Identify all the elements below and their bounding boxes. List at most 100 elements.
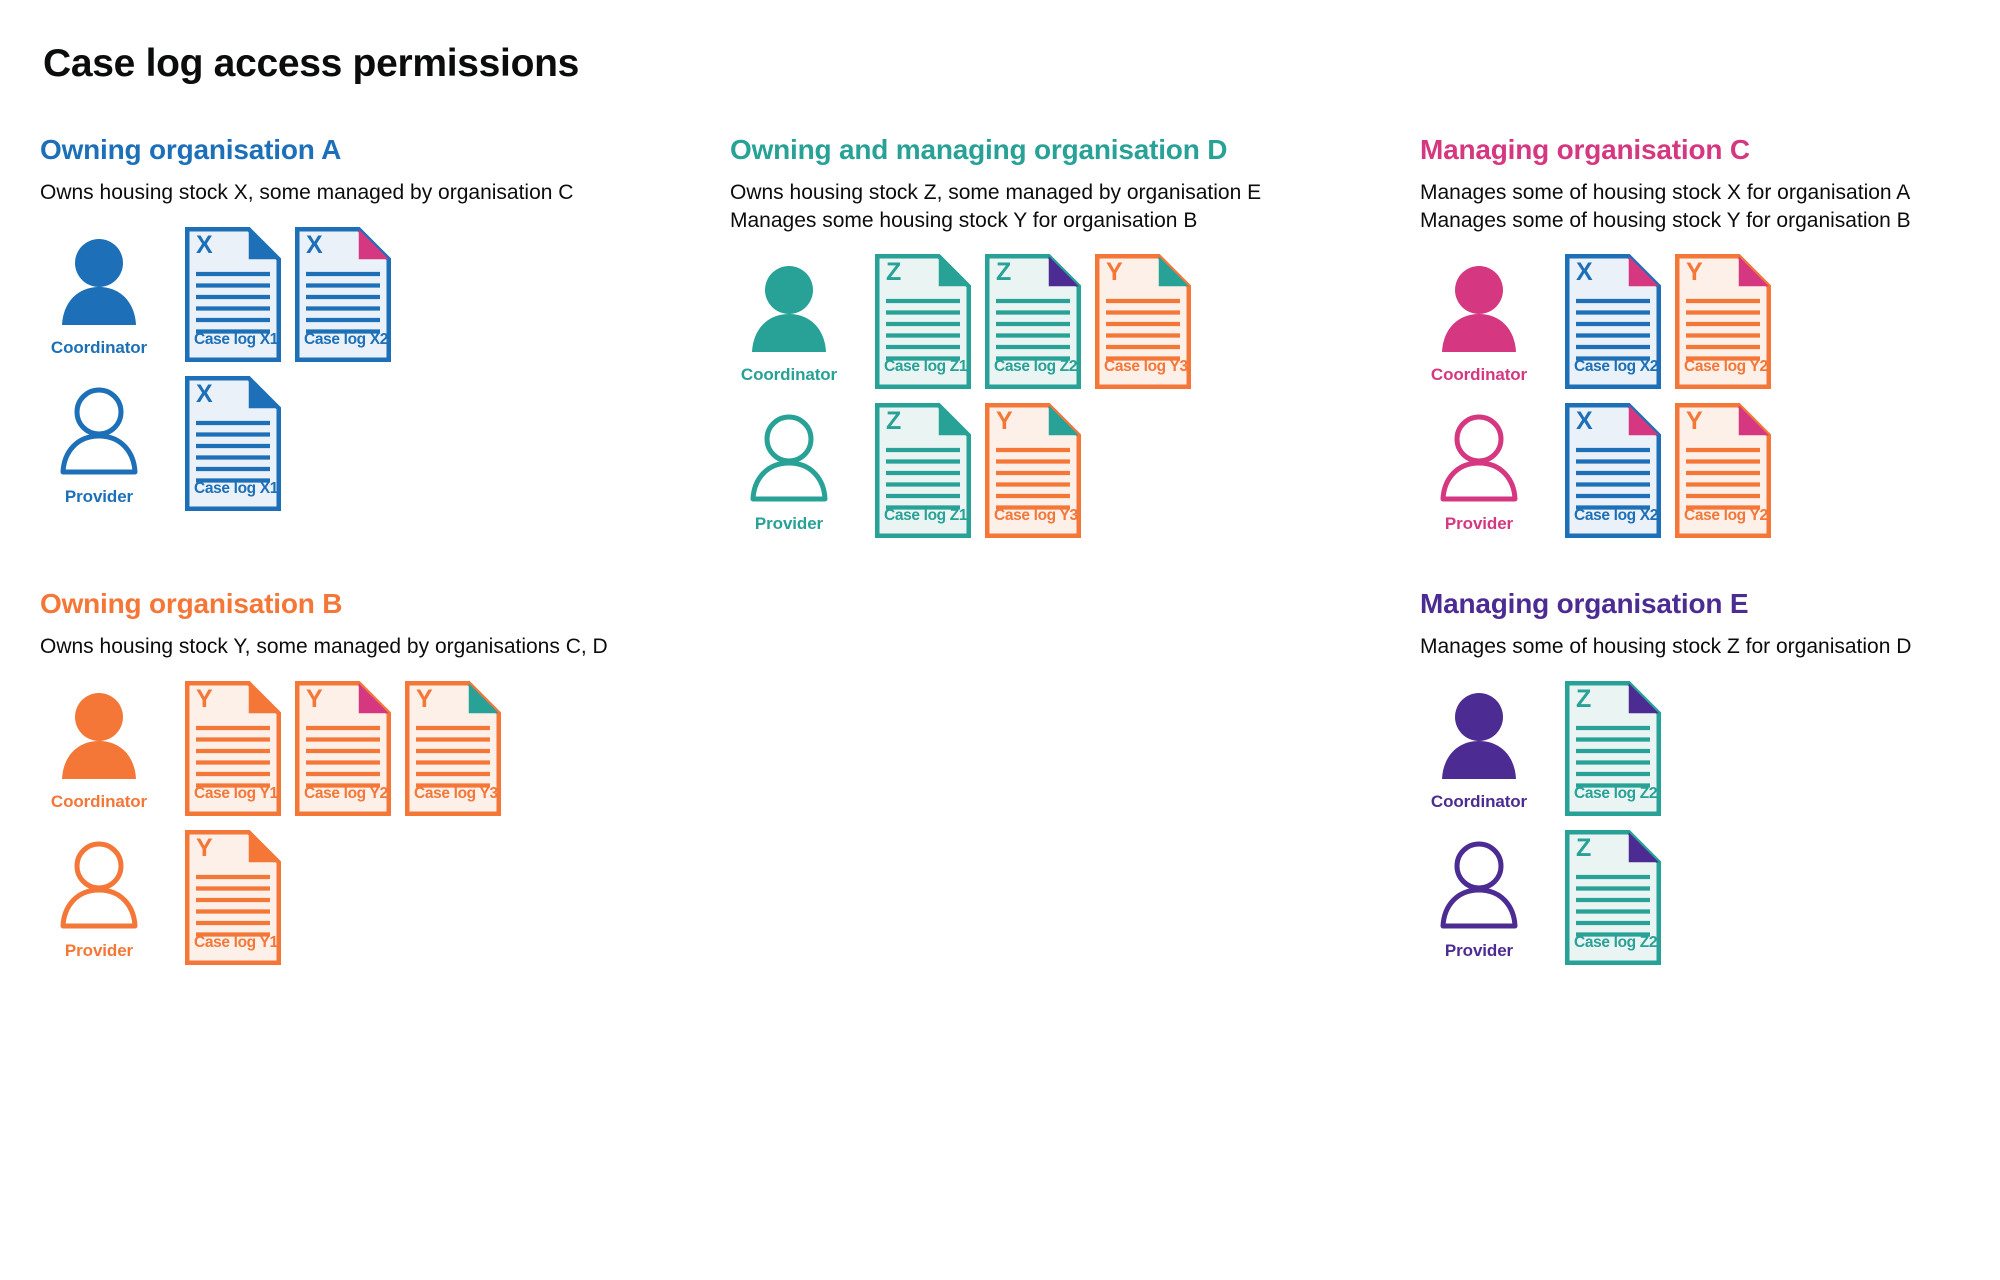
case-log-card[interactable]: Y Case log Y2 xyxy=(1675,403,1771,539)
person-filled-icon: Coordinator xyxy=(40,227,158,358)
role-row-provider: Provider Y Case log Y1 xyxy=(40,830,730,966)
person-filled-icon: Coordinator xyxy=(1420,681,1538,812)
person-outline-icon: Provider xyxy=(40,830,158,961)
role-label: Coordinator xyxy=(740,365,838,385)
case-log-card[interactable]: X Case log X2 xyxy=(1565,403,1661,539)
org-description-line: Manages some housing stock Y for organis… xyxy=(730,208,1198,232)
case-log-list: Z Case log Z1 Y Case log Y3 xyxy=(875,403,1081,539)
person-glyph xyxy=(62,238,136,325)
case-log-glyph xyxy=(1565,403,1661,539)
case-log-glyph xyxy=(985,254,1081,390)
org-heading: Owning organisation B xyxy=(40,588,343,620)
page-title: Case log access permissions xyxy=(43,42,580,85)
case-log-glyph xyxy=(405,681,501,817)
case-log-glyph xyxy=(1675,254,1771,390)
case-log-card[interactable]: Y Case log Y3 xyxy=(1095,254,1191,390)
org-description-line: Owns housing stock Y, some managed by or… xyxy=(40,635,608,659)
case-log-card[interactable]: Z Case log Z1 xyxy=(875,254,971,390)
org-section-org-a: Owning organisation A Owns housing stock … xyxy=(40,134,730,538)
role-label: Coordinator xyxy=(50,792,148,812)
organisation-grid: Owning organisation A Owns housing stock … xyxy=(40,134,1960,966)
role-label: Coordinator xyxy=(1430,365,1528,385)
case-log-list: X Case log X2 Y Case log Y2 xyxy=(1565,403,1771,539)
role-label: Provider xyxy=(64,941,134,961)
person-outline-icon: Provider xyxy=(40,376,158,507)
case-log-glyph xyxy=(185,681,281,817)
role-label: Coordinator xyxy=(50,337,148,357)
org-description-line: Owns housing stock X, some managed by or… xyxy=(40,181,574,204)
org-description-line: Manages some of housing stock Y for orga… xyxy=(1420,208,1911,232)
org-section-org-d: Owning and managing organisation D Owns h… xyxy=(730,134,1420,539)
case-log-card[interactable]: Y Case log Y3 xyxy=(985,403,1081,539)
case-log-card[interactable]: Y Case log Y1 xyxy=(185,681,281,817)
role-label: Provider xyxy=(64,486,134,506)
org-heading: Managing organisation C xyxy=(1420,134,1750,165)
case-log-card[interactable]: X Case log X1 xyxy=(185,226,281,362)
case-log-card[interactable]: Z Case log Z1 xyxy=(875,403,971,539)
case-log-list: X Case log X1 X Case log X2 xyxy=(185,226,391,362)
role-label: Provider xyxy=(754,514,824,534)
role-label: Provider xyxy=(1444,514,1514,534)
person-glyph xyxy=(1442,266,1516,353)
person-glyph xyxy=(750,414,828,502)
person-glyph xyxy=(1442,693,1516,780)
org-section-org-b: Owning organisation B Owns housing stock … xyxy=(40,588,730,966)
org-section-org-e: Managing organisation E Manages some of h… xyxy=(1420,588,2000,966)
org-description: Owns housing stock Y, some managed by or… xyxy=(40,633,730,661)
person-filled-icon: Coordinator xyxy=(40,681,158,812)
role-row-coordinator: Coordinator Z Case log Z1 Z Case log Z2 Y Case… xyxy=(730,254,1420,390)
case-log-list: X Case log X2 Y Case log Y2 xyxy=(1565,254,1771,390)
role-row-coordinator: Coordinator X Case log X1 X Case log X2 xyxy=(40,226,730,362)
person-filled-icon: Coordinator xyxy=(730,254,848,385)
role-row-provider: Provider X Case log X1 xyxy=(40,375,730,511)
case-log-glyph xyxy=(185,830,281,966)
case-log-card[interactable]: Z Case log Z2 xyxy=(985,254,1081,390)
role-row-provider: Provider X Case log X2 Y Case log Y2 xyxy=(1420,403,2000,539)
person-glyph xyxy=(60,841,138,929)
org-description: Owns housing stock X, some managed by or… xyxy=(40,179,730,207)
org-heading: Owning organisation A xyxy=(40,134,342,165)
org-description: Manages some of housing stock Z for orga… xyxy=(1420,633,2000,661)
case-log-glyph xyxy=(875,403,971,539)
person-glyph xyxy=(752,266,826,353)
case-log-card[interactable]: X Case log X2 xyxy=(295,226,391,362)
org-description: Manages some of housing stock X for orga… xyxy=(1420,179,2000,234)
role-label: Provider xyxy=(1444,941,1514,961)
role-row-coordinator: Coordinator Y Case log Y1 Y Case log Y2 Y Case… xyxy=(40,681,730,817)
case-log-card[interactable]: X Case log X2 xyxy=(1565,254,1661,390)
person-outline-icon: Provider xyxy=(1420,830,1538,961)
case-log-card[interactable]: Y Case log Y2 xyxy=(1675,254,1771,390)
case-log-glyph xyxy=(295,226,391,362)
case-log-card[interactable]: Y Case log Y2 xyxy=(295,681,391,817)
case-log-glyph xyxy=(1565,830,1661,966)
case-log-card[interactable]: X Case log X1 xyxy=(185,375,281,511)
person-glyph xyxy=(1440,841,1518,929)
org-description: Owns housing stock Z, some managed by or… xyxy=(730,179,1420,234)
person-outline-icon: Provider xyxy=(1420,403,1538,534)
role-row-coordinator: Coordinator X Case log X2 Y Case log Y2 xyxy=(1420,254,2000,390)
org-description-line: Owns housing stock Z, some managed by or… xyxy=(730,181,1262,204)
case-log-glyph xyxy=(295,681,391,817)
case-log-card[interactable]: Z Case log Z2 xyxy=(1565,830,1661,966)
case-log-card[interactable]: Z Case log Z2 xyxy=(1565,681,1661,817)
case-log-card[interactable]: Y Case log Y1 xyxy=(185,830,281,966)
role-label: Coordinator xyxy=(1430,792,1528,812)
case-log-glyph xyxy=(1675,403,1771,539)
case-log-list: X Case log X1 xyxy=(185,375,281,511)
person-glyph xyxy=(60,387,138,475)
org-section-org-c: Managing organisation C Manages some of h… xyxy=(1420,134,2000,539)
case-log-list: Z Case log Z2 xyxy=(1565,830,1661,966)
role-row-provider: Provider Z Case log Z2 xyxy=(1420,830,2000,966)
case-log-glyph xyxy=(185,375,281,511)
case-log-list: Z Case log Z2 xyxy=(1565,681,1661,817)
org-description-line: Manages some of housing stock X for orga… xyxy=(1420,181,1911,204)
person-filled-icon: Coordinator xyxy=(1420,254,1538,385)
case-log-list: Y Case log Y1 xyxy=(185,830,281,966)
case-log-card[interactable]: Y Case log Y3 xyxy=(405,681,501,817)
case-log-glyph xyxy=(185,226,281,362)
person-outline-icon: Provider xyxy=(730,403,848,534)
case-log-glyph xyxy=(1565,254,1661,390)
org-heading: Managing organisation E xyxy=(1420,588,1749,620)
case-log-glyph xyxy=(875,254,971,390)
